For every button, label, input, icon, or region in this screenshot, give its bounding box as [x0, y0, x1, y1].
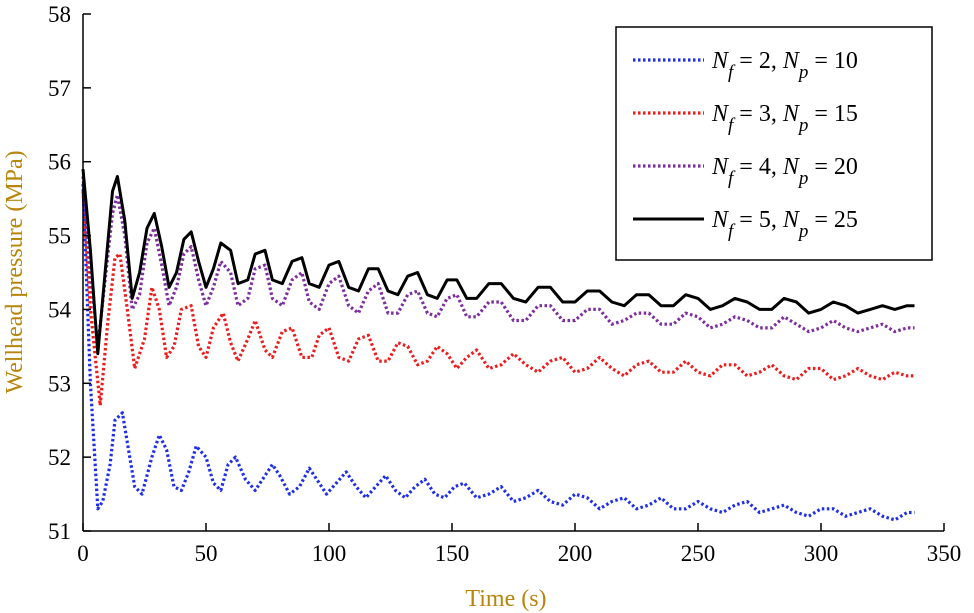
- legend-label-part: N: [711, 101, 730, 127]
- legend-label-part: = 2,: [733, 48, 783, 74]
- legend-label-part: = 15: [808, 101, 858, 127]
- legend-label-part: f: [728, 115, 736, 136]
- y-tick-label: 53: [48, 371, 71, 396]
- series-line-3: [81, 176, 915, 348]
- x-axis-label: Time (s): [465, 586, 546, 612]
- legend-label-part: p: [797, 115, 809, 136]
- legend-label-part: = 25: [808, 207, 858, 233]
- y-tick-label: 56: [48, 150, 71, 175]
- x-tick-label: 250: [681, 541, 716, 566]
- legend-label-part: p: [797, 62, 809, 83]
- legend-label-3: Nf = 4, Np = 20: [711, 154, 858, 189]
- legend-label-part: N: [711, 154, 730, 180]
- series-line-4: [81, 168, 915, 356]
- y-tick-label: 57: [48, 76, 71, 101]
- x-tick-label: 200: [558, 541, 593, 566]
- y-tick-label: 52: [48, 445, 71, 470]
- x-tick-label: 100: [312, 541, 347, 566]
- legend-label-part: N: [782, 48, 801, 74]
- y-tick-label: 55: [48, 224, 71, 249]
- legend-label-part: f: [728, 168, 736, 189]
- legend-label-part: N: [711, 48, 730, 74]
- legend-label-part: = 5,: [733, 207, 783, 233]
- x-tick-label: 350: [927, 541, 962, 566]
- legend-label-part: p: [797, 168, 809, 189]
- legend-label-part: f: [728, 221, 736, 242]
- legend-label-2: Nf = 3, Np = 15: [711, 101, 858, 136]
- y-axis-label: Wellhead pressure (MPa): [2, 150, 28, 393]
- x-tick-label: 50: [195, 541, 218, 566]
- legend-label-part: p: [797, 221, 809, 242]
- legend-label-part: = 10: [808, 48, 858, 74]
- legend-label-part: N: [782, 154, 801, 180]
- axes-layer: 0 50 100 150 200 250 300 350 51 52 53 54 55 56 57 58: [48, 2, 961, 566]
- legend-label-part: N: [782, 207, 801, 233]
- legend-label-1: Nf = 2, Np = 10: [711, 48, 858, 83]
- series-line-2: [81, 191, 915, 407]
- y-tick-label: 58: [48, 2, 71, 27]
- legend-label-part: N: [711, 207, 730, 233]
- x-tick-label: 300: [804, 541, 839, 566]
- y-tick-label: 51: [48, 519, 71, 544]
- legend-label-4: Nf = 5, Np = 25: [711, 207, 858, 242]
- series-layer: [81, 168, 915, 522]
- y-tick-label: 54: [48, 297, 72, 322]
- legend-label-part: f: [728, 62, 736, 83]
- legend-box: [615, 26, 933, 261]
- legend-label-part: = 4,: [733, 154, 783, 180]
- legend-label-part: = 20: [808, 154, 858, 180]
- series-line-1: [81, 183, 915, 522]
- legend-label-part: = 3,: [733, 101, 783, 127]
- legend-label-part: N: [782, 101, 801, 127]
- x-tick-label: 0: [77, 541, 89, 566]
- x-tick-label: 150: [435, 541, 470, 566]
